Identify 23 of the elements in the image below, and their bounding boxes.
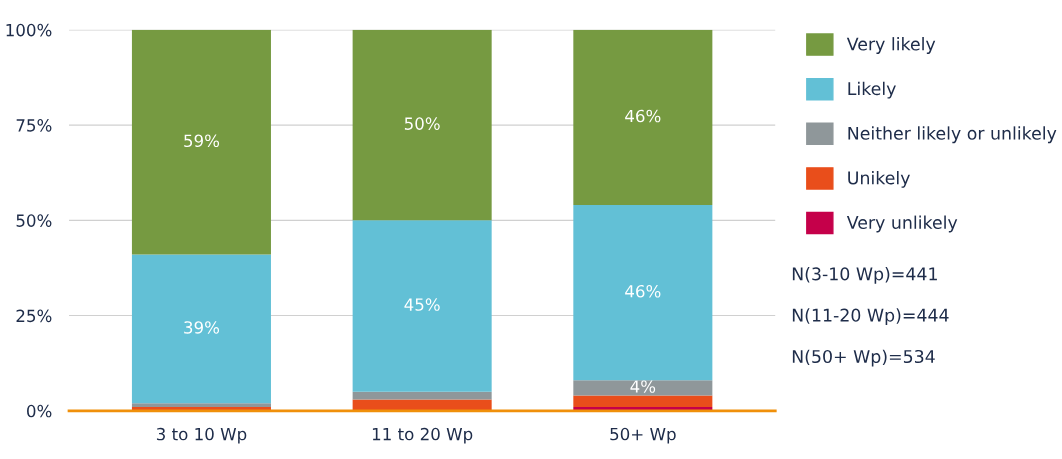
y-tick-label: 100% xyxy=(6,23,52,37)
text: N(50+ Wp)=534 xyxy=(792,349,935,367)
y-tick-label: 25% xyxy=(16,309,52,323)
y-tick-label: 50% xyxy=(16,214,52,227)
text: N(11-20 Wp)=444 xyxy=(792,308,949,326)
x-tick-label: 3 to 10 Wp xyxy=(156,427,247,444)
legend-label: Very likely xyxy=(846,37,936,54)
legend-label: Likely xyxy=(848,81,896,99)
y-tick-label: 0% xyxy=(27,404,52,418)
legend-label: Unikely xyxy=(848,170,910,188)
legend-label: Neither likely or unlikely xyxy=(848,126,1057,144)
data-label: 59% xyxy=(184,134,220,148)
data-label: 39% xyxy=(184,321,220,334)
x-tick-label: 11 to 20 Wp xyxy=(372,427,473,444)
text: N(3-10 Wp)=441 xyxy=(792,267,937,284)
legend-label: Very unlikely xyxy=(846,215,958,233)
data-label: 50% xyxy=(404,117,440,130)
y-tick-label: 75% xyxy=(16,119,52,132)
data-label: 46% xyxy=(625,109,661,123)
data-label: 45% xyxy=(404,298,440,311)
x-tick-label: 50+ Wp xyxy=(610,427,676,444)
data-label: 46% xyxy=(625,284,661,298)
data-label: 4% xyxy=(630,380,656,393)
